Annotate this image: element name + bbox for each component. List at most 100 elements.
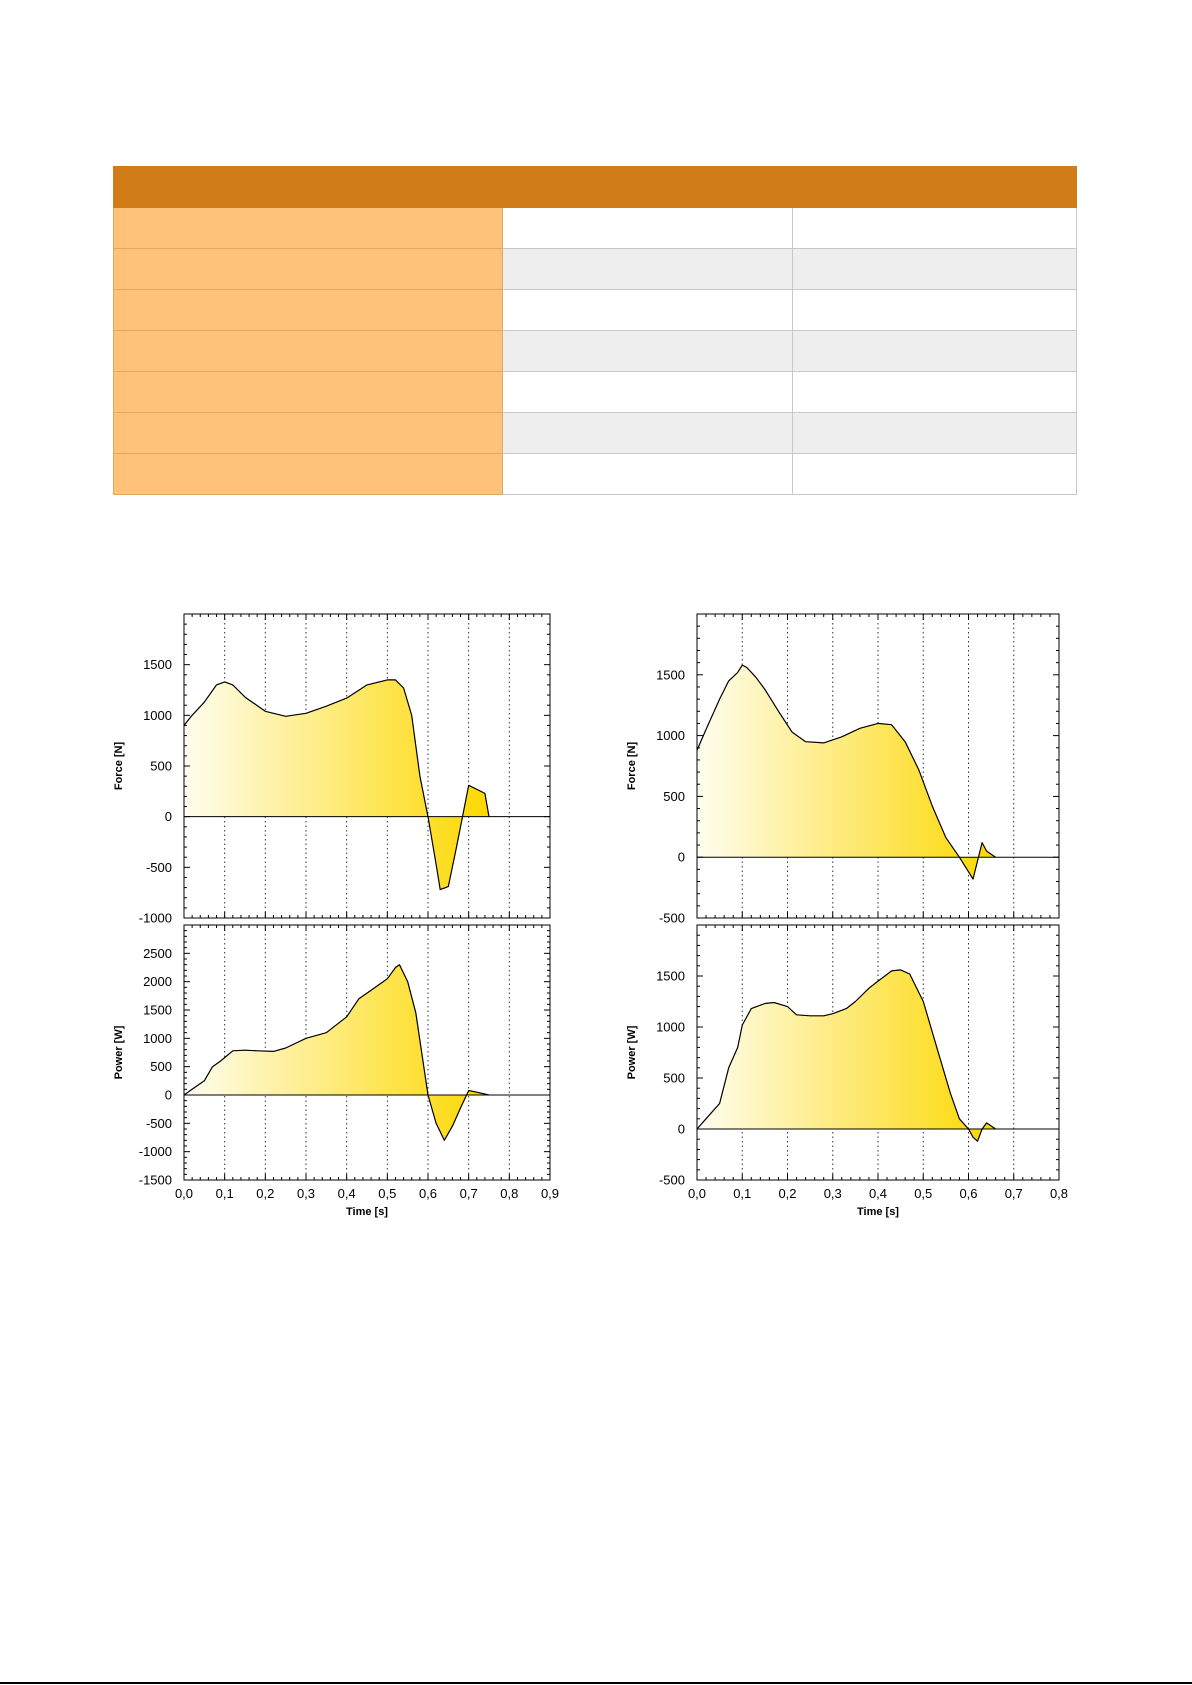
x-tick-label: 0,4 xyxy=(869,1186,887,1201)
table-cell xyxy=(792,412,1077,454)
y-tick-label: 500 xyxy=(150,759,172,774)
y-tick-label: 1000 xyxy=(656,1020,685,1035)
table-row-label xyxy=(113,289,503,331)
y-tick-label: -1000 xyxy=(139,1144,172,1159)
y-tick-label: 1000 xyxy=(656,728,685,743)
x-tick-label: 0,4 xyxy=(338,1186,356,1201)
x-tick-label: 0,5 xyxy=(914,1186,932,1201)
table-cell xyxy=(792,330,1077,372)
table-header-cell xyxy=(113,166,503,208)
table-cell xyxy=(502,453,793,495)
y-tick-label: 1000 xyxy=(143,1031,172,1046)
y-tick-label: 1000 xyxy=(143,708,172,723)
y-tick-label: 0 xyxy=(165,809,172,824)
table-row-label xyxy=(113,371,503,413)
x-tick-label: 0,8 xyxy=(500,1186,518,1201)
plot-area xyxy=(697,614,1059,918)
x-tick-label: 0,8 xyxy=(1050,1186,1068,1201)
x-tick-label: 0,2 xyxy=(256,1186,274,1201)
series-line xyxy=(183,679,490,891)
y-tick-label: 1500 xyxy=(656,667,685,682)
plot-frame xyxy=(696,613,1060,919)
series-area xyxy=(697,969,996,1142)
table-cell xyxy=(502,207,793,249)
table-row xyxy=(113,453,1077,495)
summary-table xyxy=(113,166,1077,495)
x-tick-label: 0,7 xyxy=(460,1186,478,1201)
x-axis-title: Time [s] xyxy=(857,1206,899,1218)
x-tick-label: 0,9 xyxy=(541,1186,559,1201)
y-tick-label: 2000 xyxy=(143,974,172,989)
table-row xyxy=(113,371,1077,413)
series-line xyxy=(696,969,996,1142)
page-bottom-rule xyxy=(0,1682,1192,1684)
table-cell xyxy=(502,289,793,331)
y-tick-label: -500 xyxy=(659,1173,685,1188)
table-row xyxy=(113,412,1077,454)
table-cell xyxy=(502,412,793,454)
x-tick-label: 0,6 xyxy=(419,1186,437,1201)
table-row-label xyxy=(113,248,503,290)
table-header-row xyxy=(113,166,1077,208)
chart-4: -500 0 500 1000 1500 0,0 0,1 0,2 0,3 0,4 0,5 0,6 0,7… xyxy=(626,924,1068,1218)
x-tick-label: 0,5 xyxy=(378,1186,396,1201)
table-cell xyxy=(792,207,1077,249)
y-tick-label: 500 xyxy=(663,1071,685,1086)
y-tick-label: -1000 xyxy=(139,911,172,926)
y-tick-label: -1500 xyxy=(139,1173,172,1188)
x-tick-label: 0,1 xyxy=(216,1186,234,1201)
series-area xyxy=(697,665,996,880)
chart-1: -1000 -500 0 500 1000 1500 Force [N] xyxy=(113,613,551,926)
series-line xyxy=(183,964,490,1141)
table-cell xyxy=(502,371,793,413)
table-cell xyxy=(792,453,1077,495)
y-axis-title: Force [N] xyxy=(626,742,638,791)
table-cell xyxy=(792,371,1077,413)
x-tick-label: 0,0 xyxy=(688,1186,706,1201)
y-tick-label: 1500 xyxy=(143,1003,172,1018)
series-area xyxy=(184,964,489,1141)
table-row xyxy=(113,248,1077,290)
x-tick-label: 0,6 xyxy=(959,1186,977,1201)
plot-area xyxy=(184,925,550,1180)
y-tick-label: 0 xyxy=(678,1122,685,1137)
x-tick-label: 0,3 xyxy=(824,1186,842,1201)
table-cell xyxy=(792,289,1077,331)
table-row xyxy=(113,207,1077,249)
series-line xyxy=(696,664,996,880)
y-tick-label: 1500 xyxy=(656,969,685,984)
x-tick-label: 0,0 xyxy=(175,1186,193,1201)
table-row xyxy=(113,330,1077,372)
x-tick-label: 0,3 xyxy=(297,1186,315,1201)
x-tick-label: 0,1 xyxy=(733,1186,751,1201)
y-tick-label: 0 xyxy=(165,1088,172,1103)
y-tick-label: -500 xyxy=(146,1116,172,1131)
table-header-cell xyxy=(502,166,793,208)
plot-frame xyxy=(696,924,1060,1181)
chart-3: -500 0 500 1000 1500 Force [N] xyxy=(626,613,1060,926)
y-tick-label: -500 xyxy=(146,860,172,875)
y-tick-label: 0 xyxy=(678,850,685,865)
y-tick-label: 500 xyxy=(150,1059,172,1074)
table-header-cell xyxy=(792,166,1077,208)
table-row-label xyxy=(113,330,503,372)
table-row-label xyxy=(113,412,503,454)
plot-area xyxy=(697,925,1059,1180)
x-tick-label: 0,7 xyxy=(1005,1186,1023,1201)
chart-2: -1500 -1000 -500 0 500 1000 1500 2000 2500 0,0 0,1… xyxy=(113,924,559,1218)
y-tick-label: 2500 xyxy=(143,946,172,961)
y-axis-title: Force [N] xyxy=(113,742,125,791)
y-axis-title: Power [W] xyxy=(626,1025,638,1079)
y-tick-label: 1500 xyxy=(143,657,172,672)
y-tick-label: -500 xyxy=(659,911,685,926)
plot-frame xyxy=(183,613,551,919)
y-tick-label: 500 xyxy=(663,789,685,804)
plot-area xyxy=(184,614,550,918)
table-row xyxy=(113,289,1077,331)
plot-frame xyxy=(183,924,551,1181)
x-tick-label: 0,2 xyxy=(778,1186,796,1201)
table-row-label xyxy=(113,453,503,495)
series-area xyxy=(184,679,489,890)
y-axis-title: Power [W] xyxy=(113,1025,125,1079)
table-cell xyxy=(502,248,793,290)
